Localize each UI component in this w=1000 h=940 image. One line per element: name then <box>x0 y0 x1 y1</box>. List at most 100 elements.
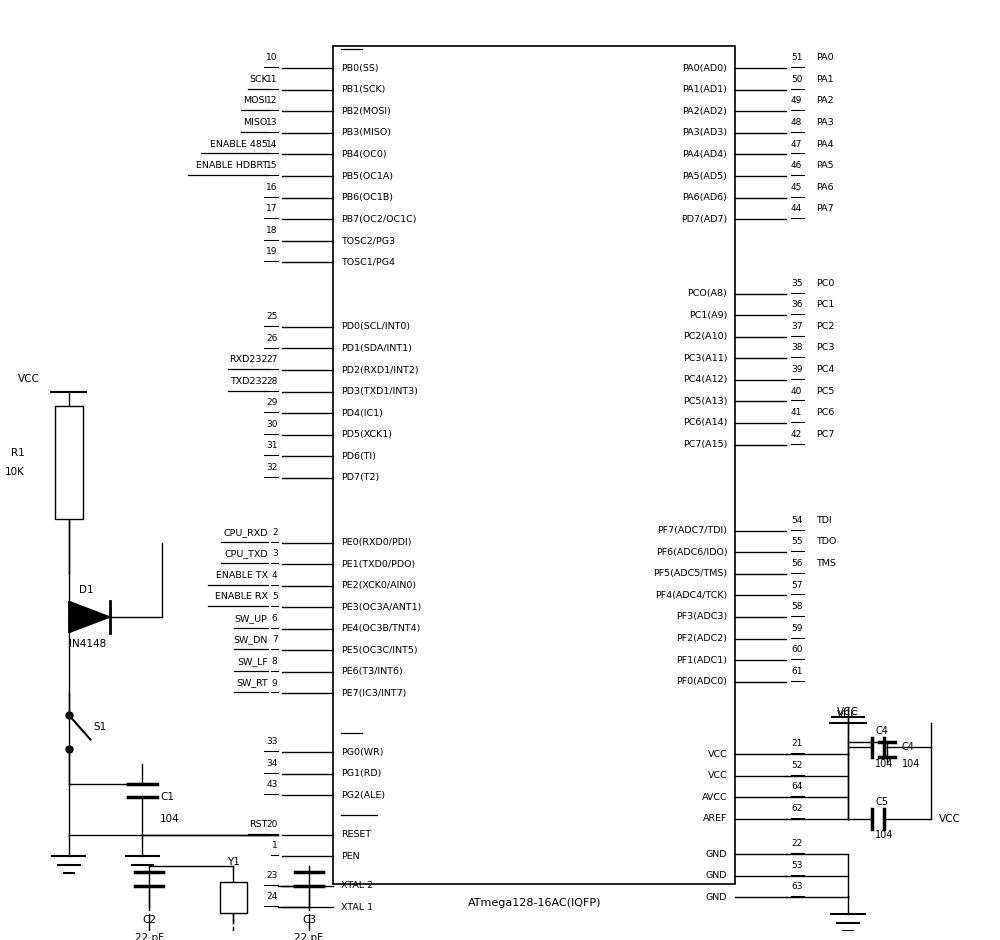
Text: 5: 5 <box>272 592 278 602</box>
Text: PB4(OC0): PB4(OC0) <box>341 150 387 159</box>
Text: 36: 36 <box>791 300 803 309</box>
Text: 32: 32 <box>266 463 278 472</box>
Text: R1: R1 <box>11 447 25 458</box>
Text: 14: 14 <box>266 139 278 149</box>
Text: PC7: PC7 <box>816 430 835 439</box>
Text: 7: 7 <box>272 635 278 645</box>
Text: 62: 62 <box>791 804 802 813</box>
Text: 22 pF: 22 pF <box>294 932 323 940</box>
Text: PA5: PA5 <box>816 161 834 170</box>
Text: 21: 21 <box>791 740 802 748</box>
Text: C5: C5 <box>875 797 888 807</box>
Text: PE4(OC3B/TNT4): PE4(OC3B/TNT4) <box>341 624 421 634</box>
Text: PC6: PC6 <box>816 408 835 417</box>
Text: XTAL 2: XTAL 2 <box>341 881 373 890</box>
Text: 43: 43 <box>266 780 278 790</box>
Text: 24: 24 <box>266 892 278 901</box>
Text: IN4148: IN4148 <box>69 638 106 649</box>
Text: 8: 8 <box>272 657 278 666</box>
Text: TDO: TDO <box>816 538 837 546</box>
Text: ENABLE RX: ENABLE RX <box>215 592 268 602</box>
Text: S1: S1 <box>93 722 107 732</box>
Text: AREF: AREF <box>703 814 727 823</box>
Text: 41: 41 <box>791 408 802 417</box>
Text: PB5(OC1A): PB5(OC1A) <box>341 171 393 180</box>
Text: 35: 35 <box>791 279 803 288</box>
Text: 3: 3 <box>272 549 278 558</box>
Text: PA0: PA0 <box>816 54 834 62</box>
Text: 53: 53 <box>791 861 803 870</box>
Text: 54: 54 <box>791 516 802 525</box>
Text: PE1(TXD0/PDO): PE1(TXD0/PDO) <box>341 559 415 569</box>
Text: PG1(RD): PG1(RD) <box>341 769 382 778</box>
Text: PA6: PA6 <box>816 182 834 192</box>
Text: MISO: MISO <box>243 118 268 127</box>
Text: 28: 28 <box>266 377 278 385</box>
Text: 55: 55 <box>791 538 803 546</box>
Text: VCC: VCC <box>837 707 859 717</box>
Text: CPU_RXD: CPU_RXD <box>223 527 268 537</box>
Text: VCC: VCC <box>939 814 961 823</box>
Text: PF3(ADC3): PF3(ADC3) <box>676 613 727 621</box>
Text: PC2(A10): PC2(A10) <box>683 332 727 341</box>
Text: GND: GND <box>706 850 727 858</box>
Text: PD2(RXD1/INT2): PD2(RXD1/INT2) <box>341 366 419 374</box>
Text: PC5(A13): PC5(A13) <box>683 397 727 406</box>
Text: PB0(SS): PB0(SS) <box>341 64 379 72</box>
Text: TMS: TMS <box>816 559 836 568</box>
Text: 34: 34 <box>266 759 278 768</box>
Text: 104: 104 <box>902 759 920 769</box>
Text: PD7(AD7): PD7(AD7) <box>681 214 727 224</box>
Text: 45: 45 <box>791 182 802 192</box>
Text: 12: 12 <box>266 97 278 105</box>
Text: PD4(IC1): PD4(IC1) <box>341 409 383 417</box>
Text: PD6(TI): PD6(TI) <box>341 452 376 461</box>
Text: PC3: PC3 <box>816 343 835 352</box>
Text: SW_UP: SW_UP <box>235 614 268 623</box>
Text: 38: 38 <box>791 343 803 352</box>
Text: GND: GND <box>706 871 727 880</box>
Text: 104: 104 <box>875 830 894 840</box>
Text: 29: 29 <box>266 399 278 407</box>
Text: PE3(OC3A/ANT1): PE3(OC3A/ANT1) <box>341 603 422 612</box>
Text: PEN: PEN <box>341 852 360 861</box>
Text: XTAL 1: XTAL 1 <box>341 902 373 912</box>
Text: PCO(A8): PCO(A8) <box>688 290 727 298</box>
Text: 50: 50 <box>791 75 803 84</box>
Text: PF6(ADC6/IDO): PF6(ADC6/IDO) <box>656 548 727 556</box>
Text: 9: 9 <box>272 679 278 687</box>
Text: 20: 20 <box>266 820 278 829</box>
Text: 39: 39 <box>791 365 803 374</box>
Text: 51: 51 <box>791 54 803 62</box>
Text: 22 pF: 22 pF <box>135 932 164 940</box>
Text: PA2: PA2 <box>816 97 834 105</box>
Text: RXD232: RXD232 <box>229 355 268 364</box>
Text: C1: C1 <box>160 792 174 803</box>
Text: 22: 22 <box>791 839 802 848</box>
Text: GND: GND <box>706 893 727 901</box>
Text: PA2(AD2): PA2(AD2) <box>682 107 727 116</box>
Text: PC2: PC2 <box>816 321 835 331</box>
Polygon shape <box>69 602 110 633</box>
Bar <box>55 406 83 519</box>
Text: SW_RT: SW_RT <box>236 679 268 687</box>
Text: 64: 64 <box>791 782 802 791</box>
Text: PC7(A15): PC7(A15) <box>683 440 727 449</box>
Text: 11: 11 <box>266 75 278 84</box>
Text: PB3(MISO): PB3(MISO) <box>341 129 391 137</box>
Text: PA7: PA7 <box>816 204 834 213</box>
Text: PF1(ADC1): PF1(ADC1) <box>676 655 727 665</box>
Text: 63: 63 <box>791 883 803 891</box>
Text: ENABLE 485: ENABLE 485 <box>210 139 268 149</box>
Text: PE6(T3/INT6): PE6(T3/INT6) <box>341 667 403 677</box>
Text: RESET: RESET <box>341 830 371 839</box>
Text: ATmega128-16AC(IQFP): ATmega128-16AC(IQFP) <box>468 899 601 908</box>
Bar <box>220 882 247 913</box>
Text: 26: 26 <box>266 334 278 342</box>
Text: CPU_TXD: CPU_TXD <box>224 549 268 558</box>
Text: TXD232: TXD232 <box>230 377 268 385</box>
Text: TOSC1/PG4: TOSC1/PG4 <box>341 258 395 267</box>
Text: PB1(SCK): PB1(SCK) <box>341 86 386 94</box>
Text: PC3(A11): PC3(A11) <box>683 353 727 363</box>
Text: PF5(ADC5/TMS): PF5(ADC5/TMS) <box>653 570 727 578</box>
